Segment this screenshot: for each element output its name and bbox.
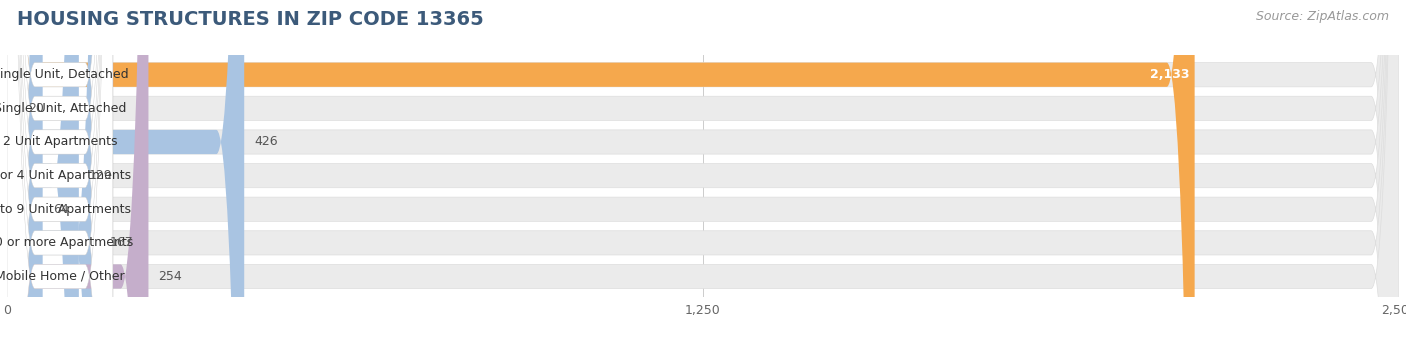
- Text: 2 Unit Apartments: 2 Unit Apartments: [3, 135, 117, 148]
- FancyBboxPatch shape: [7, 0, 79, 341]
- Text: 167: 167: [110, 236, 134, 249]
- Text: 2,133: 2,133: [1150, 68, 1189, 81]
- Text: 20: 20: [28, 102, 44, 115]
- Text: 3 or 4 Unit Apartments: 3 or 4 Unit Apartments: [0, 169, 132, 182]
- FancyBboxPatch shape: [7, 0, 112, 341]
- FancyBboxPatch shape: [7, 0, 100, 341]
- FancyBboxPatch shape: [7, 0, 112, 341]
- FancyBboxPatch shape: [7, 0, 112, 341]
- FancyBboxPatch shape: [7, 0, 149, 341]
- FancyBboxPatch shape: [7, 0, 1399, 341]
- FancyBboxPatch shape: [7, 0, 112, 341]
- Text: 64: 64: [52, 203, 69, 216]
- Text: 129: 129: [89, 169, 112, 182]
- FancyBboxPatch shape: [7, 0, 1399, 341]
- FancyBboxPatch shape: [7, 0, 42, 341]
- Text: Single Unit, Attached: Single Unit, Attached: [0, 102, 127, 115]
- Text: HOUSING STRUCTURES IN ZIP CODE 13365: HOUSING STRUCTURES IN ZIP CODE 13365: [17, 10, 484, 29]
- FancyBboxPatch shape: [7, 0, 1195, 341]
- Text: Source: ZipAtlas.com: Source: ZipAtlas.com: [1256, 10, 1389, 23]
- FancyBboxPatch shape: [7, 0, 1399, 341]
- Text: 10 or more Apartments: 10 or more Apartments: [0, 236, 134, 249]
- FancyBboxPatch shape: [7, 0, 1399, 341]
- FancyBboxPatch shape: [0, 0, 35, 341]
- FancyBboxPatch shape: [7, 0, 1399, 341]
- Text: 426: 426: [254, 135, 278, 148]
- FancyBboxPatch shape: [7, 0, 1399, 341]
- FancyBboxPatch shape: [7, 0, 245, 341]
- FancyBboxPatch shape: [7, 0, 1399, 341]
- FancyBboxPatch shape: [7, 0, 112, 341]
- FancyBboxPatch shape: [7, 0, 112, 341]
- FancyBboxPatch shape: [7, 0, 112, 341]
- Text: Mobile Home / Other: Mobile Home / Other: [0, 270, 125, 283]
- Text: 5 to 9 Unit Apartments: 5 to 9 Unit Apartments: [0, 203, 131, 216]
- Text: 254: 254: [159, 270, 183, 283]
- Text: Single Unit, Detached: Single Unit, Detached: [0, 68, 128, 81]
